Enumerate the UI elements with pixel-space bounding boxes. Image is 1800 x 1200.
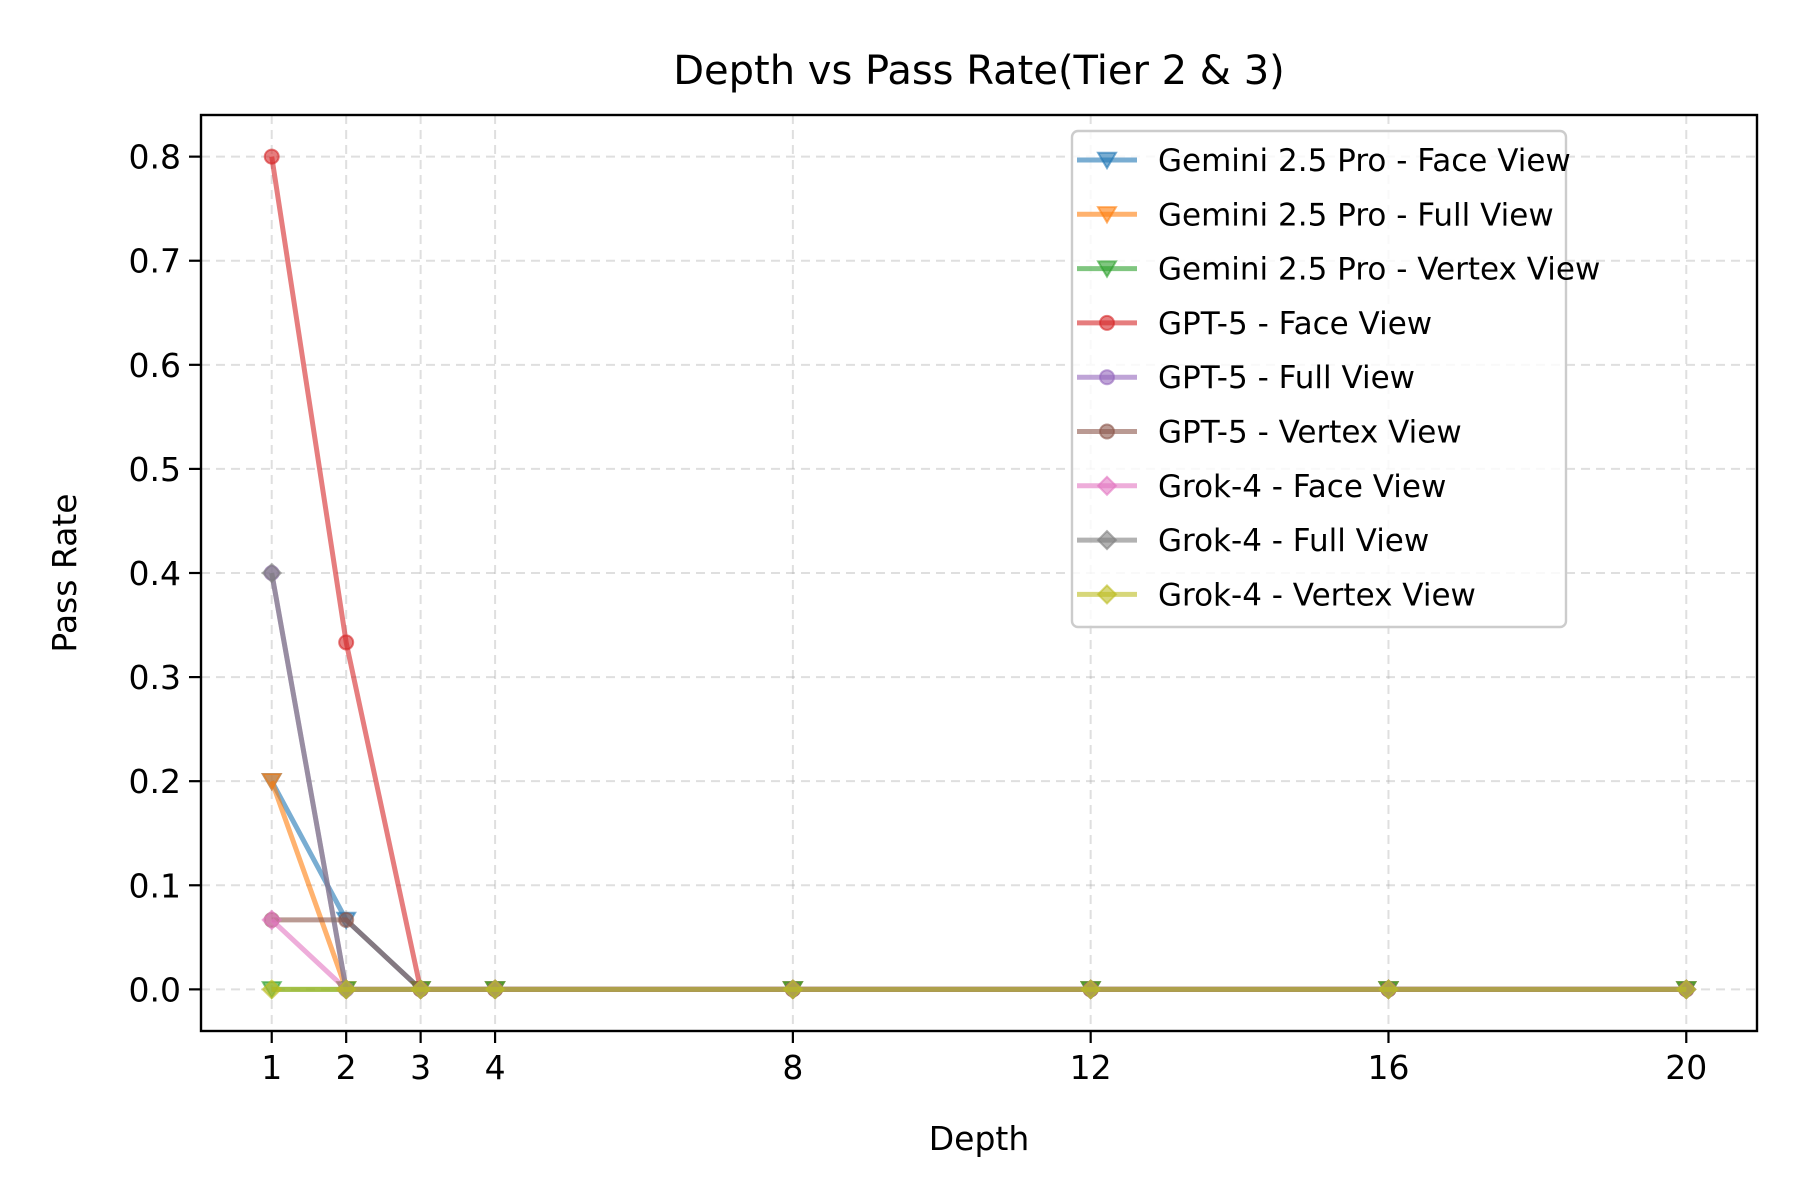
data-point bbox=[782, 978, 804, 1000]
legend-label: Grok-4 - Face View bbox=[1158, 469, 1446, 505]
x-tick-label: 4 bbox=[485, 1048, 506, 1087]
legend-item: Grok-4 - Face View bbox=[1077, 469, 1446, 505]
x-axis-label: Depth bbox=[929, 1119, 1030, 1158]
legend-item: GPT-5 - Face View bbox=[1077, 306, 1432, 342]
data-point bbox=[1378, 978, 1399, 1000]
data-point bbox=[261, 562, 283, 584]
legend-marker bbox=[1096, 475, 1118, 497]
legend-marker bbox=[1096, 151, 1118, 171]
legend-marker bbox=[1096, 260, 1118, 279]
data-point bbox=[410, 978, 432, 1000]
x-tick-label: 12 bbox=[1070, 1048, 1112, 1087]
x-tick-label: 8 bbox=[782, 1048, 803, 1087]
x-tick-label: 20 bbox=[1665, 1048, 1707, 1087]
chart-title: Depth vs Pass Rate(Tier 2 & 3) bbox=[673, 48, 1285, 94]
x-tick-label: 1 bbox=[261, 1048, 282, 1087]
data-point bbox=[263, 148, 280, 165]
data-point bbox=[338, 634, 355, 651]
legend-label: Gemini 2.5 Pro - Face View bbox=[1158, 143, 1571, 179]
legend-marker bbox=[1096, 529, 1118, 551]
y-tick-label: 0.4 bbox=[129, 554, 181, 593]
x-tick-label: 3 bbox=[410, 1048, 431, 1087]
legend-label: Grok-4 - Vertex View bbox=[1158, 577, 1476, 613]
y-axis-label: Pass Rate bbox=[45, 493, 84, 652]
plot-area bbox=[260, 148, 1698, 1000]
data-point bbox=[261, 909, 283, 931]
data-point bbox=[261, 978, 283, 1000]
data-point bbox=[338, 911, 355, 928]
legend-item: Gemini 2.5 Pro - Full View bbox=[1077, 197, 1554, 233]
y-tick-label: 0.2 bbox=[129, 762, 181, 801]
y-tick-label: 0.3 bbox=[129, 658, 181, 697]
legend-label: GPT-5 - Vertex View bbox=[1158, 415, 1462, 451]
legend-marker bbox=[1099, 369, 1115, 386]
legend-box bbox=[1070, 129, 1568, 629]
legend-label: Gemini 2.5 Pro - Vertex View bbox=[1158, 252, 1600, 288]
y-tick-label: 0.7 bbox=[129, 242, 181, 281]
ticks: 1 2 3 4 8 12 16 200.00.10.20.30.40.50.60.70.8 bbox=[129, 138, 1708, 1087]
y-tick-label: 0.0 bbox=[129, 970, 181, 1009]
data-point bbox=[260, 772, 283, 792]
data-point bbox=[335, 978, 357, 1000]
y-tick-label: 0.5 bbox=[129, 450, 181, 489]
legend-item: Grok-4 - Vertex View bbox=[1077, 577, 1476, 613]
legend-marker bbox=[1096, 206, 1118, 225]
legend-item: GPT-5 - Vertex View bbox=[1077, 415, 1462, 451]
series-line bbox=[261, 978, 1697, 1000]
legend-label: Gemini 2.5 Pro - Full View bbox=[1158, 197, 1554, 233]
data-point bbox=[1080, 978, 1102, 1000]
y-tick-label: 0.8 bbox=[129, 138, 181, 177]
y-tick-label: 0.1 bbox=[129, 866, 181, 905]
legend-item: Gemini 2.5 Pro - Vertex View bbox=[1077, 252, 1600, 288]
legend-item: Gemini 2.5 Pro - Face View bbox=[1077, 143, 1571, 179]
legend-label: GPT-5 - Face View bbox=[1158, 306, 1432, 342]
legend: Gemini 2.5 Pro - Face View Gemini 2.5 Pro… bbox=[1070, 129, 1600, 629]
x-tick-label: 16 bbox=[1367, 1048, 1409, 1087]
y-tick-label: 0.6 bbox=[129, 346, 181, 385]
x-tick-label: 2 bbox=[336, 1048, 357, 1087]
legend-label: Grok-4 - Full View bbox=[1158, 523, 1429, 559]
legend-item: GPT-5 - Full View bbox=[1077, 360, 1415, 396]
legend-marker bbox=[1099, 314, 1115, 331]
legend-item: Grok-4 - Full View bbox=[1077, 523, 1429, 559]
data-point bbox=[1675, 978, 1697, 1000]
legend-label: GPT-5 - Full View bbox=[1158, 360, 1415, 396]
data-point bbox=[484, 978, 506, 1000]
legend-marker bbox=[1099, 423, 1115, 440]
legend-marker bbox=[1096, 583, 1118, 605]
